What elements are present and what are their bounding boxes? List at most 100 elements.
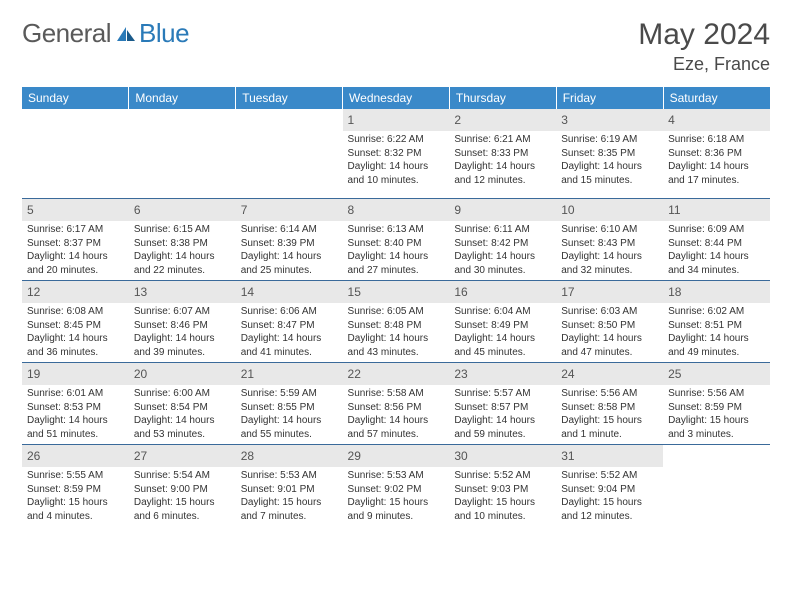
daylight-line: Daylight: 14 hours and 53 minutes. (134, 414, 231, 441)
day-number-row: 19 (22, 363, 129, 385)
cell-body: Sunrise: 5:52 AMSunset: 9:03 PMDaylight:… (449, 467, 556, 526)
day-number-row: 20 (129, 363, 236, 385)
cell-body: Sunrise: 6:08 AMSunset: 8:45 PMDaylight:… (22, 303, 129, 362)
calendar-cell: 23Sunrise: 5:57 AMSunset: 8:57 PMDayligh… (449, 363, 556, 445)
cell-body: Sunrise: 6:13 AMSunset: 8:40 PMDaylight:… (343, 221, 450, 280)
daylight-line: Daylight: 14 hours and 36 minutes. (27, 332, 124, 359)
calendar-cell: 24Sunrise: 5:56 AMSunset: 8:58 PMDayligh… (556, 363, 663, 445)
day-number: 6 (134, 203, 141, 217)
sunset-line: Sunset: 8:51 PM (668, 319, 765, 333)
day-number: 24 (561, 367, 574, 381)
day-number-row: 10 (556, 199, 663, 221)
calendar-cell: 7Sunrise: 6:14 AMSunset: 8:39 PMDaylight… (236, 199, 343, 281)
cell-body: Sunrise: 5:53 AMSunset: 9:02 PMDaylight:… (343, 467, 450, 526)
sunset-line: Sunset: 8:39 PM (241, 237, 338, 251)
day-number: 30 (454, 449, 467, 463)
sunrise-line: Sunrise: 6:19 AM (561, 133, 658, 147)
calendar-cell: 27Sunrise: 5:54 AMSunset: 9:00 PMDayligh… (129, 445, 236, 535)
cell-body: Sunrise: 5:55 AMSunset: 8:59 PMDaylight:… (22, 467, 129, 526)
day-number: 7 (241, 203, 248, 217)
sunset-line: Sunset: 9:00 PM (134, 483, 231, 497)
day-number: 5 (27, 203, 34, 217)
sunrise-line: Sunrise: 6:10 AM (561, 223, 658, 237)
day-number-row: 28 (236, 445, 343, 467)
daylight-line: Daylight: 14 hours and 34 minutes. (668, 250, 765, 277)
empty-cell (129, 109, 236, 198)
weekday-header: Monday (129, 87, 236, 109)
sunrise-line: Sunrise: 5:56 AM (668, 387, 765, 401)
cell-body: Sunrise: 6:06 AMSunset: 8:47 PMDaylight:… (236, 303, 343, 362)
daylight-line: Daylight: 14 hours and 10 minutes. (348, 160, 445, 187)
daylight-line: Daylight: 15 hours and 3 minutes. (668, 414, 765, 441)
sunrise-line: Sunrise: 6:06 AM (241, 305, 338, 319)
day-number: 23 (454, 367, 467, 381)
calendar-cell: 31 Sunrise: 5:52 AMSunset: 9:04 PMDayligh… (556, 445, 663, 535)
daylight-line: Daylight: 14 hours and 51 minutes. (27, 414, 124, 441)
daylight-line: Daylight: 15 hours and 10 minutes. (454, 496, 551, 523)
sunrise-line: Sunrise: 6:22 AM (348, 133, 445, 147)
daylight-line: Daylight: 14 hours and 17 minutes. (668, 160, 765, 187)
sunrise-line: Sunrise: 5:56 AM (561, 387, 658, 401)
daylight-line: Daylight: 15 hours and 1 minute. (561, 414, 658, 441)
sunset-line: Sunset: 8:46 PM (134, 319, 231, 333)
cell-body: Sunrise: 6:11 AMSunset: 8:42 PMDaylight:… (449, 221, 556, 280)
day-number: 8 (348, 203, 355, 217)
day-number-row: 5 (22, 199, 129, 221)
sunset-line: Sunset: 8:56 PM (348, 401, 445, 415)
calendar-cell: 28Sunrise: 5:53 AMSunset: 9:01 PMDayligh… (236, 445, 343, 535)
sunset-line: Sunset: 8:59 PM (27, 483, 124, 497)
day-number-row: 8 (343, 199, 450, 221)
daylight-line: Daylight: 15 hours and 7 minutes. (241, 496, 338, 523)
sunrise-line: Sunrise: 5:53 AM (241, 469, 338, 483)
cell-body: Sunrise: 6:05 AMSunset: 8:48 PMDaylight:… (343, 303, 450, 362)
sunset-line: Sunset: 8:36 PM (668, 147, 765, 161)
sunset-line: Sunset: 8:32 PM (348, 147, 445, 161)
calendar-cell: 16Sunrise: 6:04 AMSunset: 8:49 PMDayligh… (449, 281, 556, 363)
weekday-header: Sunday (22, 87, 129, 109)
day-number: 22 (348, 367, 361, 381)
sunset-line: Sunset: 8:57 PM (454, 401, 551, 415)
day-number: 31 (561, 449, 574, 463)
day-number-row: 17 (556, 281, 663, 303)
calendar-table: SundayMondayTuesdayWednesdayThursdayFrid… (22, 87, 770, 534)
sunrise-line: Sunrise: 5:55 AM (27, 469, 124, 483)
day-number-row: 4 (663, 109, 770, 131)
day-number: 11 (668, 203, 680, 217)
sunset-line: Sunset: 8:50 PM (561, 319, 658, 333)
day-number-row: 29 (343, 445, 450, 467)
calendar-week-row: 1Sunrise: 6:22 AMSunset: 8:32 PMDaylight… (22, 109, 770, 199)
sunset-line: Sunset: 8:44 PM (668, 237, 765, 251)
day-number-row: 15 (343, 281, 450, 303)
calendar-cell: 12Sunrise: 6:08 AMSunset: 8:45 PMDayligh… (22, 281, 129, 363)
day-number-row: 12 (22, 281, 129, 303)
calendar-cell: 20Sunrise: 6:00 AMSunset: 8:54 PMDayligh… (129, 363, 236, 445)
day-number-row: 16 (449, 281, 556, 303)
sunrise-line: Sunrise: 6:08 AM (27, 305, 124, 319)
calendar-body: 1Sunrise: 6:22 AMSunset: 8:32 PMDaylight… (22, 109, 770, 534)
weekday-header: Wednesday (343, 87, 450, 109)
day-number-row: 24 (556, 363, 663, 385)
sunset-line: Sunset: 8:35 PM (561, 147, 658, 161)
cell-body: Sunrise: 6:07 AMSunset: 8:46 PMDaylight:… (129, 303, 236, 362)
sunrise-line: Sunrise: 5:52 AM (561, 469, 658, 483)
day-number: 19 (27, 367, 40, 381)
sunrise-line: Sunrise: 5:54 AM (134, 469, 231, 483)
sunrise-line: Sunrise: 6:18 AM (668, 133, 765, 147)
sunset-line: Sunset: 8:49 PM (454, 319, 551, 333)
day-number: 3 (561, 113, 568, 127)
cell-body: Sunrise: 6:18 AMSunset: 8:36 PMDaylight:… (663, 131, 770, 190)
calendar-cell: 6Sunrise: 6:15 AMSunset: 8:38 PMDaylight… (129, 199, 236, 281)
daylight-line: Daylight: 14 hours and 39 minutes. (134, 332, 231, 359)
sunrise-line: Sunrise: 6:02 AM (668, 305, 765, 319)
daylight-line: Daylight: 14 hours and 59 minutes. (454, 414, 551, 441)
sunrise-line: Sunrise: 6:05 AM (348, 305, 445, 319)
cell-body: Sunrise: 6:19 AMSunset: 8:35 PMDaylight:… (556, 131, 663, 190)
day-number-row: 25 (663, 363, 770, 385)
month-title: May 2024 (638, 18, 770, 52)
cell-body: Sunrise: 6:03 AMSunset: 8:50 PMDaylight:… (556, 303, 663, 362)
calendar-cell: 9Sunrise: 6:11 AMSunset: 8:42 PMDaylight… (449, 199, 556, 281)
cell-body: Sunrise: 6:01 AMSunset: 8:53 PMDaylight:… (22, 385, 129, 444)
cell-body: Sunrise: 5:54 AMSunset: 9:00 PMDaylight:… (129, 467, 236, 526)
calendar-cell: 13Sunrise: 6:07 AMSunset: 8:46 PMDayligh… (129, 281, 236, 363)
cell-body: Sunrise: 5:52 AMSunset: 9:04 PMDaylight:… (556, 467, 663, 526)
